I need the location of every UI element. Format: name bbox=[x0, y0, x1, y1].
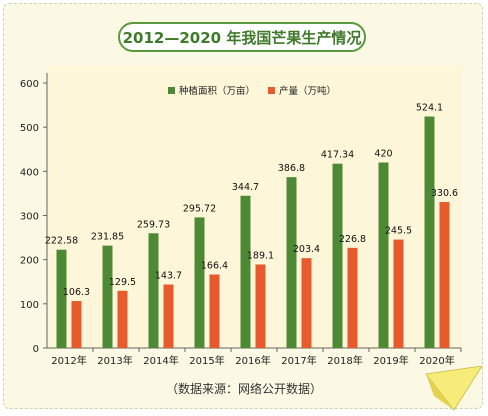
production-bar-3 bbox=[209, 274, 220, 348]
y-tick-label: 100 bbox=[20, 300, 39, 311]
production-bar-8 bbox=[439, 201, 450, 348]
area-value-label-6: 417.34 bbox=[321, 150, 354, 161]
production-value-label-2: 143.7 bbox=[155, 271, 182, 282]
area-bar-7 bbox=[378, 162, 389, 348]
x-tick-label-4: 2016年 bbox=[235, 354, 270, 367]
y-tick-label: 500 bbox=[20, 123, 39, 134]
production-value-label-6: 226.8 bbox=[339, 234, 366, 245]
x-tick-label-6: 2018年 bbox=[327, 354, 362, 367]
area-bar-1 bbox=[102, 245, 113, 348]
production-value-label-0: 106.3 bbox=[63, 287, 90, 298]
area-value-label-1: 231.85 bbox=[91, 232, 124, 243]
area-value-label-5: 386.8 bbox=[278, 163, 305, 174]
area-bar-5 bbox=[286, 177, 297, 348]
production-bar-5 bbox=[301, 258, 312, 348]
legend-swatch-0 bbox=[168, 87, 175, 94]
plot-area bbox=[47, 66, 461, 348]
production-value-label-8: 330.6 bbox=[431, 188, 458, 199]
area-value-label-4: 344.7 bbox=[232, 182, 259, 193]
production-value-label-1: 129.5 bbox=[109, 277, 136, 288]
area-bar-8 bbox=[424, 116, 435, 349]
production-value-label-4: 189.1 bbox=[247, 250, 274, 261]
x-tick-label-3: 2015年 bbox=[189, 354, 224, 367]
chart-title: 2012—2020 年我国芒果生产情况 bbox=[118, 22, 366, 52]
x-tick-label-8: 2020年 bbox=[419, 354, 454, 367]
area-value-label-7: 420 bbox=[374, 149, 392, 160]
area-value-label-3: 295.72 bbox=[183, 203, 216, 214]
area-bar-6 bbox=[332, 163, 343, 348]
area-bar-0 bbox=[56, 249, 67, 348]
area-value-label-0: 222.58 bbox=[45, 236, 78, 247]
y-tick-label: 400 bbox=[20, 167, 39, 178]
x-tick-label-0: 2012年 bbox=[51, 354, 86, 367]
production-bar-7 bbox=[393, 239, 404, 348]
production-value-label-3: 166.4 bbox=[201, 261, 228, 272]
production-bar-4 bbox=[255, 264, 266, 348]
x-tick-label-5: 2017年 bbox=[281, 354, 316, 367]
page-curl-decoration bbox=[425, 366, 483, 411]
production-bar-2 bbox=[163, 284, 174, 348]
legend-label-0: 种植面积（万亩） bbox=[179, 85, 255, 97]
production-value-label-7: 245.5 bbox=[385, 226, 412, 237]
area-value-label-2: 259.73 bbox=[137, 219, 170, 230]
legend-swatch-1 bbox=[268, 87, 275, 94]
production-bar-0 bbox=[71, 301, 82, 348]
x-tick-label-1: 2013年 bbox=[97, 354, 132, 367]
y-tick-label: 600 bbox=[20, 79, 39, 90]
y-tick-label: 200 bbox=[20, 256, 39, 267]
x-tick-label-7: 2019年 bbox=[373, 354, 408, 367]
area-bar-2 bbox=[148, 233, 159, 348]
data-source-note: （数据来源：网络公开数据） bbox=[165, 382, 322, 396]
area-value-label-8: 524.1 bbox=[416, 103, 443, 114]
y-tick-label: 0 bbox=[33, 344, 39, 355]
area-bar-3 bbox=[194, 217, 205, 348]
x-tick-label-2: 2014年 bbox=[143, 354, 178, 367]
y-tick-label: 300 bbox=[20, 212, 39, 223]
production-bar-6 bbox=[347, 247, 358, 348]
legend-label-1: 产量（万吨） bbox=[279, 85, 336, 97]
production-bar-1 bbox=[117, 290, 128, 348]
area-bar-4 bbox=[240, 195, 251, 348]
production-value-label-5: 203.4 bbox=[293, 244, 320, 255]
